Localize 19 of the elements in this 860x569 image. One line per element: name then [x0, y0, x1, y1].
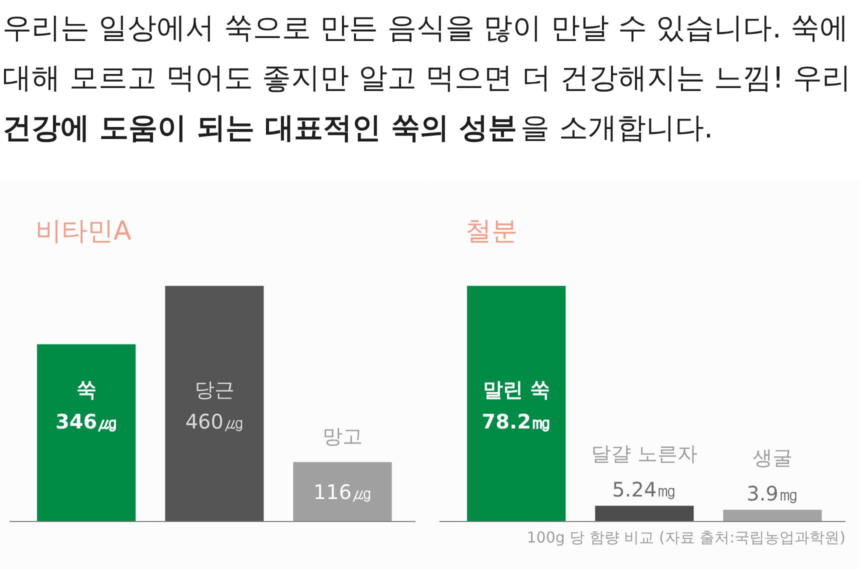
chart-title: 철분	[466, 216, 518, 246]
category-label: 망고	[322, 424, 362, 448]
data-label: 346㎍	[55, 410, 118, 434]
text: 대해 모르고 먹어도 좋지만 알고 먹으면 더 건강해지는 느낌! 우리	[2, 60, 852, 94]
text: 건강에 도움이 되는 대표적인 쑥의 성분	[2, 110, 517, 144]
data-label: 78.2㎎	[482, 410, 552, 434]
data-label: 3.9㎎	[746, 482, 798, 506]
text: 을 소개합니다.	[520, 110, 714, 144]
category-label: 당근	[194, 378, 234, 402]
category-label: 생굴	[752, 446, 792, 470]
data-label: 116㎍	[313, 480, 372, 504]
chart-title: 비타민A	[36, 216, 132, 246]
data-label: 5.24㎎	[612, 478, 677, 502]
data-label: 460㎍	[185, 410, 244, 434]
text: 100g 당 함량 비교 (자료 출처:국립농업과학원)	[526, 528, 846, 546]
text: 우리는 일상에서 쑥으로 만든 음식을 많이 만날 수 있습니다. 쑥에	[2, 10, 849, 44]
category-label: 쑥	[76, 378, 96, 402]
category-label: 말린 쑥	[482, 378, 550, 402]
category-label: 달걀 노른자	[591, 442, 698, 466]
